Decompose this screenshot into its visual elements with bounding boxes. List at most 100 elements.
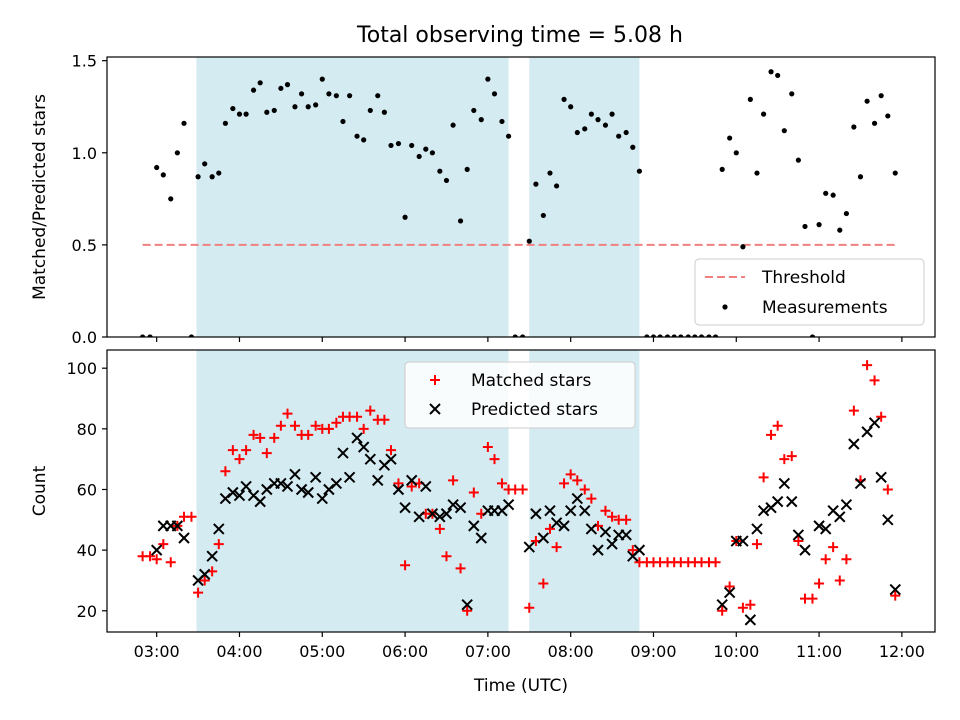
predicted-star-point bbox=[544, 505, 556, 517]
measurement-point bbox=[491, 91, 498, 97]
measurement-point bbox=[457, 218, 464, 224]
y-axis-label: Count bbox=[30, 465, 50, 516]
measurement-point bbox=[333, 93, 339, 99]
measurement-point bbox=[520, 334, 526, 337]
measurement-point bbox=[740, 244, 746, 250]
matched-star-point bbox=[848, 405, 859, 416]
measurement-point bbox=[823, 190, 829, 196]
measurement-point bbox=[802, 223, 808, 230]
measurement-point bbox=[678, 334, 684, 337]
predicted-star-point bbox=[275, 477, 287, 490]
matched-star-point bbox=[193, 587, 204, 598]
measurement-point bbox=[437, 168, 443, 174]
predicted-star-point bbox=[875, 471, 887, 484]
predicted-star-point bbox=[206, 550, 218, 562]
measurement-point bbox=[505, 133, 512, 139]
measurement-point bbox=[395, 140, 402, 147]
measurement-point bbox=[698, 334, 705, 337]
measurement-point bbox=[540, 212, 546, 219]
predicted-star-point bbox=[889, 583, 901, 596]
measurement-point bbox=[533, 181, 539, 187]
matched-star-point bbox=[751, 539, 762, 550]
matched-star-point bbox=[393, 478, 404, 489]
matched-star-point bbox=[862, 360, 873, 371]
x-tick-label: 10:00 bbox=[713, 642, 759, 661]
predicted-star-point bbox=[606, 538, 618, 550]
measurement-point bbox=[243, 111, 249, 117]
matched-star-point bbox=[400, 560, 411, 571]
legend-measurements-label: Measurements bbox=[762, 298, 888, 318]
matched-star-point bbox=[406, 481, 417, 492]
measurement-point bbox=[230, 105, 236, 112]
legend-matched-label: Matched stars bbox=[471, 371, 591, 391]
predicted-star-point bbox=[502, 498, 515, 511]
top-axes: 0.0 0.5 1.0 1.5 Matched/Predicted stars Thres… bbox=[30, 52, 936, 347]
measurement-point bbox=[195, 174, 201, 180]
measurement-point bbox=[409, 142, 415, 149]
measurement-point bbox=[367, 107, 373, 114]
measurement-point bbox=[160, 172, 166, 178]
measurement-point bbox=[857, 174, 864, 180]
predicted-star-point bbox=[440, 508, 453, 520]
measurement-point bbox=[140, 334, 146, 337]
matched-star-point bbox=[227, 445, 238, 456]
measurement-point bbox=[340, 118, 346, 125]
matched-star-point bbox=[165, 557, 176, 568]
matched-star-point bbox=[524, 602, 535, 613]
matched-star-point bbox=[213, 539, 224, 550]
measurement-point bbox=[174, 150, 180, 156]
matched-star-point bbox=[869, 375, 880, 386]
predicted-star-point bbox=[429, 403, 441, 415]
matched-star-point bbox=[517, 484, 528, 495]
matched-star-point bbox=[496, 478, 507, 489]
predicted-star-point bbox=[854, 477, 867, 490]
observing-interval-shade bbox=[529, 57, 640, 337]
measurement-point bbox=[809, 334, 816, 337]
bottom-axes: 03:00 04:00 05:00 06:00 07:00 08:00 09:00 10:00… bbox=[30, 349, 936, 696]
predicted-star-point bbox=[289, 468, 301, 481]
measurement-point bbox=[292, 104, 298, 110]
predicted-star-point bbox=[357, 441, 370, 453]
predicted-star-point bbox=[579, 505, 591, 517]
measurement-point bbox=[630, 144, 636, 150]
measurement-point bbox=[885, 113, 891, 119]
predicted-star-point bbox=[420, 480, 432, 493]
predicted-star-point bbox=[571, 492, 584, 505]
predicted-star-point bbox=[751, 523, 763, 535]
measurement-point bbox=[547, 170, 553, 176]
matched-star-point bbox=[779, 454, 790, 465]
measurement-point bbox=[250, 87, 257, 93]
matched-star-point bbox=[834, 575, 845, 586]
matched-star-point bbox=[199, 575, 210, 586]
plot-area bbox=[140, 69, 898, 337]
measurement-point bbox=[623, 129, 629, 136]
predicted-star-point bbox=[861, 426, 873, 438]
predicted-star-point bbox=[233, 489, 246, 502]
measurement-point bbox=[671, 334, 677, 337]
chart-title: Total observing time = 5.08 h bbox=[356, 23, 683, 48]
measurement-point bbox=[685, 334, 691, 337]
matched-star-point bbox=[786, 451, 797, 462]
matched-star-point bbox=[559, 478, 570, 489]
measurement-point bbox=[298, 91, 305, 97]
measurement-point bbox=[781, 128, 787, 134]
predicted-star-point bbox=[426, 508, 439, 520]
measurement-point bbox=[222, 120, 229, 126]
predicted-star-point bbox=[723, 586, 736, 599]
predicted-star-point bbox=[550, 517, 563, 529]
x-tick-label: 05:00 bbox=[299, 642, 345, 661]
measurement-point bbox=[464, 166, 470, 172]
predicted-star-point bbox=[337, 447, 349, 459]
measurement-point bbox=[595, 117, 601, 123]
measurement-point bbox=[443, 177, 450, 184]
measurement-point bbox=[561, 96, 567, 102]
predicted-star-point bbox=[778, 477, 791, 490]
measurement-point bbox=[602, 122, 609, 128]
measurement-point bbox=[188, 334, 195, 337]
measurement-point bbox=[361, 137, 367, 143]
measurement-point bbox=[816, 222, 822, 228]
predicted-star-point bbox=[413, 511, 425, 523]
matched-star-point bbox=[828, 542, 839, 553]
predicted-star-point bbox=[737, 535, 749, 547]
measurement-point bbox=[706, 334, 712, 337]
